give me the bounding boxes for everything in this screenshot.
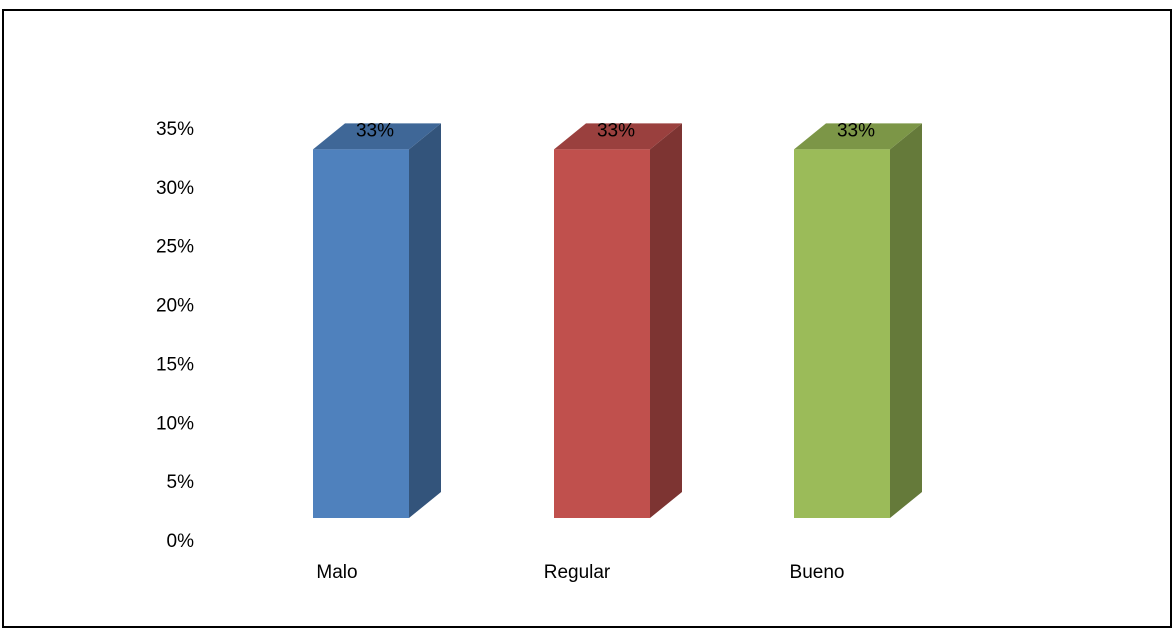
bar-regular xyxy=(554,123,682,519)
bar-side-face xyxy=(409,123,441,518)
data-label: 33% xyxy=(356,120,394,141)
x-axis: Malo Regular Bueno xyxy=(316,562,844,583)
bar-bueno xyxy=(794,123,922,519)
data-label: 33% xyxy=(597,120,635,141)
y-tick-label: 0% xyxy=(167,531,195,552)
bar-front-face xyxy=(554,149,650,519)
category-label: Bueno xyxy=(790,562,845,583)
category-label: Malo xyxy=(316,562,357,583)
data-labels: 33% 33% 33% xyxy=(356,120,875,141)
bar-side-face xyxy=(890,123,922,518)
bar-top-face xyxy=(313,123,441,150)
y-tick-label: 25% xyxy=(156,237,194,258)
y-tick-label: 20% xyxy=(156,296,194,317)
bars xyxy=(313,123,922,519)
bar-top-face xyxy=(794,123,922,150)
y-tick-label: 35% xyxy=(156,119,194,140)
y-axis: 0% 5% 10% 15% 20% 25% 30% 35% xyxy=(156,119,194,552)
y-tick-label: 5% xyxy=(167,472,195,493)
y-tick-label: 30% xyxy=(156,178,194,199)
bar-top-face xyxy=(554,123,682,150)
data-label: 33% xyxy=(837,120,875,141)
category-label: Regular xyxy=(544,562,611,583)
y-tick-label: 15% xyxy=(156,354,194,375)
bar-malo xyxy=(313,123,441,519)
bar-front-face xyxy=(794,149,890,519)
y-tick-label: 10% xyxy=(156,413,194,434)
bar-side-face xyxy=(650,123,682,518)
bar-front-face xyxy=(313,149,409,519)
